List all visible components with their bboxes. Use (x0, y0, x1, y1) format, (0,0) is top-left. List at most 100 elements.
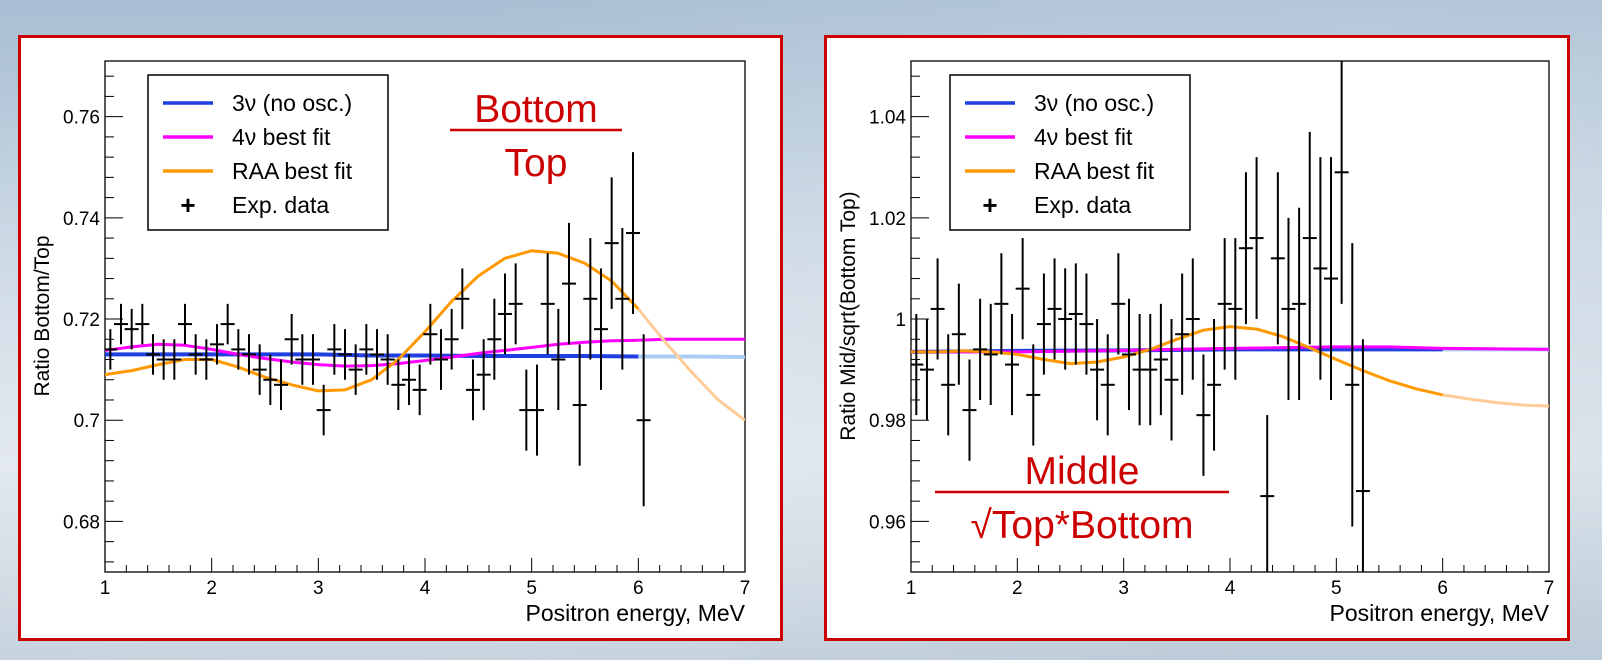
data-point (1047, 258, 1062, 360)
data-point (1143, 313, 1158, 426)
data-point (1313, 157, 1328, 380)
legend-3nu-label: 3ν (no osc.) (232, 90, 352, 116)
y-tick-label: 0.72 (63, 310, 100, 331)
ratio-numerator: Bottom (474, 88, 598, 131)
y-tick-label: 1 (895, 310, 906, 331)
x-tick-label: 5 (526, 578, 537, 599)
data-point (135, 303, 150, 345)
data-point (1324, 157, 1339, 400)
legend-data-marker: + (180, 190, 195, 220)
data-point (274, 359, 288, 411)
data-point (1345, 243, 1360, 527)
data-point (636, 334, 651, 507)
legend-4nu-label: 4ν best fit (1034, 124, 1133, 150)
data-point (348, 344, 363, 395)
data-point (188, 334, 203, 375)
x-axis-title: Positron energy, MeV (1330, 600, 1550, 626)
data-point (242, 334, 256, 375)
data-point (306, 334, 320, 385)
y-tick-label: 1.04 (869, 108, 906, 129)
data-point (1100, 334, 1115, 436)
data-point (455, 268, 470, 330)
data-point (402, 354, 416, 406)
ratio-formula: Bottom Top (450, 88, 622, 185)
data-point (1005, 313, 1020, 416)
x-tick-label: 1 (100, 578, 111, 599)
data-point (1302, 131, 1317, 345)
data-point (1175, 273, 1190, 395)
data-point (1090, 319, 1105, 421)
data-point (1079, 273, 1094, 375)
y-axis-title: Ratio Bottom/Top (31, 235, 54, 396)
data-point (911, 313, 924, 416)
data-point (466, 359, 480, 421)
data-point (1111, 253, 1126, 355)
data-point (530, 364, 544, 456)
data-point (1153, 303, 1168, 416)
data-point (604, 177, 619, 309)
y-tick-label: 0.98 (869, 411, 906, 432)
x-tick-label: 3 (1118, 578, 1129, 599)
data-point (551, 308, 566, 411)
data-point (327, 324, 342, 375)
y-tick-label: 1.02 (869, 209, 906, 230)
data-point (1228, 238, 1243, 380)
y-tick-label: 0.74 (63, 209, 100, 230)
data-point (1026, 344, 1041, 446)
chart-panel-bottom-top: 1 2 3 4 5 6 7 0.68 0.7 0.72 0.74 0.76 Positron energ… (18, 35, 783, 641)
legend: 3ν (no osc.) 4ν best fit RAA best fit + Exp.… (147, 74, 389, 231)
data-point (540, 253, 555, 355)
data-point (284, 313, 299, 365)
data-point (423, 303, 438, 365)
chart-panel-middle-ratio: 1 2 3 4 5 6 7 0.96 0.98 1 1.02 1.04 Positron energy,… (824, 35, 1570, 641)
data-point (1355, 339, 1370, 572)
chart-svg-middle-ratio: 1 2 3 4 5 6 7 0.96 0.98 1 1.02 1.04 Positron energy,… (837, 60, 1554, 626)
data-point (1238, 172, 1253, 325)
data-point (626, 152, 640, 314)
x-tick-label: 6 (633, 578, 644, 599)
data-point (941, 334, 956, 436)
data-point (1015, 238, 1030, 340)
legend-3nu-label: 3ν (no osc.) (1034, 90, 1154, 116)
series-4nu-line (105, 338, 639, 368)
y-tick-label: 0.96 (869, 512, 906, 533)
x-tick-label: 7 (740, 578, 751, 599)
data-point (973, 298, 988, 400)
data-point (583, 238, 598, 360)
data-point (1036, 273, 1051, 375)
data-point (1270, 172, 1285, 345)
plot-area (911, 61, 1549, 572)
data-point (105, 329, 118, 370)
data-point (338, 329, 352, 380)
data-point (615, 227, 630, 370)
data-point (124, 308, 139, 350)
data-point (412, 364, 427, 416)
legend-data-marker: + (982, 190, 997, 220)
data-point (146, 334, 160, 375)
data-point (1217, 238, 1232, 370)
y-tick-label: 0.76 (63, 108, 100, 129)
x-tick-label: 3 (313, 578, 324, 599)
legend-box (147, 74, 389, 231)
legend-box (949, 74, 1191, 231)
data-point (498, 273, 512, 355)
series-4nu-line (911, 345, 1443, 354)
y-axis-title: Ratio Mid/sqrt(Bottom Top) (837, 191, 860, 440)
data-point (951, 283, 966, 385)
legend: 3ν (no osc.) 4ν best fit RAA best fit + Exp.… (949, 74, 1191, 231)
data-point (231, 329, 246, 370)
x-tick-label: 5 (1331, 578, 1342, 599)
x-tick-label: 2 (206, 578, 217, 599)
data-point (380, 334, 395, 385)
data-point (263, 354, 278, 406)
data-point (444, 308, 459, 370)
data-point (919, 319, 934, 421)
data-point (114, 303, 128, 345)
x-axis-title: Positron energy, MeV (526, 600, 746, 626)
data-point (476, 339, 491, 411)
data-point (210, 324, 224, 365)
series-raa-line (911, 325, 1444, 397)
series-raa-line-extension (637, 307, 745, 422)
series-raa-line-extension (1442, 393, 1549, 408)
data-point (487, 298, 502, 380)
